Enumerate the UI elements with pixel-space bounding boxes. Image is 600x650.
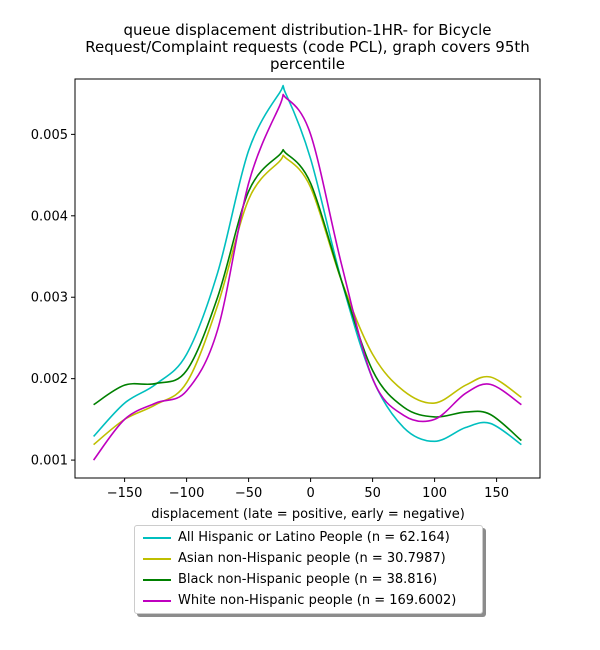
legend-swatch: [143, 537, 171, 539]
legend-entry-asian: Asian non-Hispanic people (n = 30.7987): [135, 550, 482, 568]
series-line-1: [93, 154, 522, 446]
legend-swatch: [143, 579, 171, 581]
series-line-2: [93, 148, 522, 442]
plot-frame: [74, 78, 541, 479]
y-axis: 0.001 0.002 0.003 0.004 0.005: [31, 128, 75, 469]
y-tick-label: 0.003: [31, 291, 68, 306]
y-tick-label: 0.005: [31, 128, 68, 143]
x-axis-label: displacement (late = positive, early = n…: [151, 507, 465, 522]
x-tick-label: −150: [107, 486, 143, 501]
legend-label: Asian non-Hispanic people (n = 30.7987): [178, 551, 446, 566]
x-tick-label: −100: [169, 486, 205, 501]
x-tick-label: 0: [306, 486, 314, 501]
x-tick-label: −50: [235, 486, 262, 501]
legend-entry-black: Black non-Hispanic people (n = 38.816): [135, 571, 482, 589]
chart-title-line-3: percentile: [269, 55, 345, 73]
chart-title-line-1: queue displacement distribution-1HR- for…: [123, 21, 492, 39]
y-tick-label: 0.004: [31, 209, 68, 224]
chart-title-line-2: Request/Complaint requests (code PCL), g…: [85, 38, 530, 56]
legend-swatch: [143, 558, 171, 560]
x-tick-label: 150: [484, 486, 509, 501]
series-line-0: [93, 84, 522, 446]
legend-label: All Hispanic or Latino People (n = 62.16…: [178, 530, 450, 545]
y-tick-label: 0.001: [31, 454, 68, 469]
x-tick-label: 50: [364, 486, 381, 501]
x-axis: −150 −100 −50 0 50 100 150: [107, 478, 509, 501]
x-tick-label: 100: [422, 486, 447, 501]
legend-swatch: [143, 600, 171, 602]
legend-label: White non-Hispanic people (n = 169.6002): [178, 593, 457, 608]
legend-entry-white: White non-Hispanic people (n = 169.6002): [135, 592, 482, 610]
chart-legend: All Hispanic or Latino People (n = 62.16…: [134, 525, 483, 614]
y-tick-label: 0.002: [31, 372, 68, 387]
legend-label: Black non-Hispanic people (n = 38.816): [178, 572, 438, 587]
series-line-3: [92, 93, 522, 461]
legend-entry-hispanic: All Hispanic or Latino People (n = 62.16…: [135, 529, 482, 547]
series-lines: [92, 84, 522, 461]
